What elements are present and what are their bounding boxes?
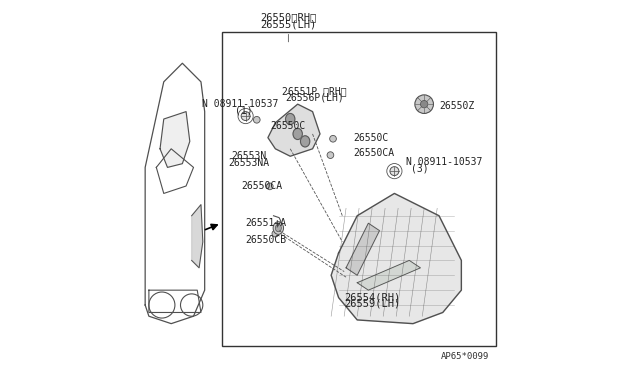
Text: (3): (3) [411,163,429,173]
Text: 26550CA: 26550CA [353,148,395,157]
Text: N 08911-10537: N 08911-10537 [406,157,482,167]
Text: (1): (1) [235,106,253,115]
Ellipse shape [300,136,310,147]
Circle shape [327,152,334,158]
Text: 26550CB: 26550CB [246,235,287,245]
Circle shape [330,135,337,142]
Ellipse shape [275,224,282,232]
Text: 26554(RH): 26554(RH) [344,293,400,302]
Circle shape [420,100,428,108]
Circle shape [415,95,433,113]
Polygon shape [160,112,190,167]
Polygon shape [268,104,320,156]
Polygon shape [357,260,420,290]
Text: 26553N: 26553N [231,151,266,161]
Text: 26555(LH): 26555(LH) [260,19,317,29]
Text: 26559(LH): 26559(LH) [344,299,400,309]
Text: N 08911-10537: N 08911-10537 [202,99,278,109]
Text: 26550CA: 26550CA [242,181,283,191]
Text: 26550C: 26550C [353,133,388,142]
Polygon shape [331,193,461,324]
Text: 26551+A: 26551+A [246,218,287,228]
Text: 26550C: 26550C [271,122,306,131]
Bar [222,32,495,346]
Text: 26550〈RH〉: 26550〈RH〉 [260,12,317,22]
Text: 26550Z: 26550Z [439,101,474,111]
Circle shape [266,183,273,190]
Polygon shape [191,205,203,268]
Circle shape [272,230,278,237]
Circle shape [241,112,250,121]
Ellipse shape [293,128,302,140]
Polygon shape [346,223,380,275]
Text: 26551P 〈RH〉: 26551P 〈RH〉 [282,86,347,96]
Ellipse shape [273,222,284,234]
Text: AP65*0099: AP65*0099 [441,352,489,361]
Text: 26553NA: 26553NA [228,158,269,168]
Circle shape [390,167,399,176]
Text: 26556P(LH): 26556P(LH) [285,93,344,102]
Circle shape [253,116,260,123]
Ellipse shape [285,113,295,125]
